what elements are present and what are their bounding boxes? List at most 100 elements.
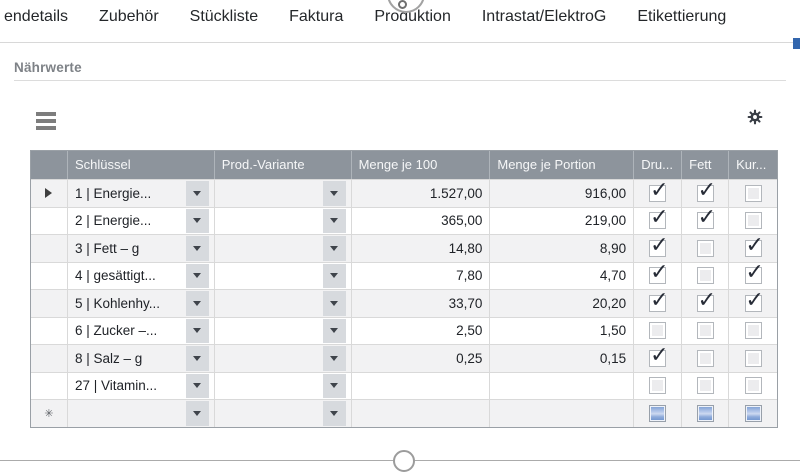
- dru-checkbox[interactable]: [649, 208, 669, 230]
- kur-checkbox[interactable]: [744, 184, 762, 202]
- dropdown-button[interactable]: [322, 208, 346, 233]
- col-header-prod-variante[interactable]: Prod.-Variante: [215, 151, 352, 179]
- row-selector[interactable]: ✳: [31, 400, 68, 427]
- kur-cell[interactable]: [729, 345, 777, 372]
- menge-portion-cell[interactable]: 4,70: [490, 262, 635, 289]
- kur-checkbox[interactable]: [744, 404, 762, 422]
- kur-checkbox[interactable]: [744, 322, 762, 340]
- gear-icon[interactable]: [746, 108, 764, 126]
- kur-cell[interactable]: [729, 400, 777, 427]
- fett-checkbox[interactable]: [696, 290, 716, 313]
- table-row[interactable]: 1 | Energie... 1.527,00 916,00: [31, 179, 777, 207]
- fett-checkbox[interactable]: [696, 239, 714, 257]
- dropdown-button[interactable]: [322, 291, 346, 316]
- menu-icon[interactable]: [36, 112, 56, 133]
- kur-cell[interactable]: [729, 235, 777, 262]
- menge-portion-cell[interactable]: [490, 372, 635, 399]
- dru-cell[interactable]: [634, 207, 683, 234]
- row-selector[interactable]: [31, 317, 68, 344]
- menge-portion-cell[interactable]: 1,50: [490, 317, 635, 344]
- kur-checkbox[interactable]: [744, 290, 764, 313]
- dropdown-button[interactable]: [185, 236, 209, 261]
- kur-checkbox[interactable]: [744, 263, 764, 285]
- kur-checkbox[interactable]: [744, 349, 762, 367]
- menge-100-cell[interactable]: [352, 372, 491, 399]
- col-header-kur[interactable]: Kur...: [736, 157, 767, 172]
- fett-cell[interactable]: [682, 372, 730, 399]
- row-selector[interactable]: [31, 207, 68, 234]
- row-selector[interactable]: [31, 345, 68, 372]
- fett-cell[interactable]: [682, 180, 730, 207]
- fett-checkbox[interactable]: [696, 208, 716, 230]
- schluessel-cell[interactable]: [68, 400, 215, 427]
- row-selector[interactable]: [31, 290, 68, 317]
- kur-checkbox[interactable]: [744, 377, 762, 395]
- tab-faktura[interactable]: Faktura: [289, 8, 344, 25]
- table-row[interactable]: 3 | Fett – g 14,80 8,90: [31, 234, 777, 262]
- schluessel-cell[interactable]: 27 | Vitamin...: [68, 372, 215, 399]
- menge-100-cell[interactable]: 365,00: [352, 207, 491, 234]
- col-header-schluessel[interactable]: Schlüssel: [68, 151, 215, 179]
- fett-cell[interactable]: [682, 400, 730, 427]
- schluessel-cell[interactable]: 3 | Fett – g: [68, 235, 215, 262]
- splitter-handle[interactable]: [393, 450, 415, 472]
- dropdown-button[interactable]: [322, 263, 346, 288]
- prod-variante-cell[interactable]: [215, 235, 352, 262]
- dropdown-button[interactable]: [322, 236, 346, 261]
- fett-cell[interactable]: [682, 207, 730, 234]
- fett-checkbox[interactable]: [696, 349, 714, 367]
- dru-checkbox[interactable]: [649, 290, 669, 313]
- dru-checkbox[interactable]: [649, 404, 667, 422]
- kur-cell[interactable]: [729, 318, 777, 345]
- menge-portion-cell[interactable]: 20,20: [490, 290, 635, 317]
- prod-variante-cell[interactable]: [215, 207, 352, 234]
- menge-100-cell[interactable]: 1.527,00: [352, 180, 491, 207]
- dru-cell[interactable]: [634, 372, 683, 399]
- row-selector[interactable]: [31, 262, 68, 289]
- dru-checkbox[interactable]: [649, 263, 669, 285]
- dropdown-button[interactable]: [322, 373, 346, 398]
- schluessel-cell[interactable]: 6 | Zucker –...: [68, 317, 215, 344]
- fett-checkbox[interactable]: [696, 180, 716, 203]
- row-selector[interactable]: [31, 180, 68, 207]
- fett-cell[interactable]: [682, 317, 730, 344]
- table-row[interactable]: 27 | Vitamin...: [31, 371, 777, 400]
- dropdown-button[interactable]: [185, 318, 209, 343]
- dru-cell[interactable]: [634, 290, 683, 317]
- dropdown-button[interactable]: [185, 181, 209, 206]
- schluessel-cell[interactable]: 5 | Kohlenhy...: [68, 290, 215, 317]
- dru-checkbox[interactable]: [649, 180, 669, 203]
- dropdown-button[interactable]: [185, 401, 209, 426]
- dru-cell[interactable]: [634, 180, 683, 207]
- dru-checkbox[interactable]: [649, 377, 667, 395]
- kur-checkbox[interactable]: [744, 212, 762, 230]
- dropdown-button[interactable]: [322, 346, 346, 371]
- prod-variante-cell[interactable]: [215, 317, 352, 344]
- prod-variante-cell[interactable]: [215, 262, 352, 289]
- prod-variante-cell[interactable]: [215, 372, 352, 399]
- dropdown-button[interactable]: [185, 263, 209, 288]
- menge-100-cell[interactable]: 14,80: [352, 235, 491, 262]
- menge-portion-cell[interactable]: 0,15: [490, 345, 635, 372]
- table-row[interactable]: 8 | Salz – g 0,25 0,15: [31, 344, 777, 372]
- fett-cell[interactable]: [682, 345, 730, 372]
- prod-variante-cell[interactable]: [215, 345, 352, 372]
- tab-produktion[interactable]: Produktion: [374, 8, 451, 25]
- kur-cell[interactable]: [729, 373, 777, 400]
- dru-cell[interactable]: [634, 345, 683, 372]
- prod-variante-cell[interactable]: [215, 180, 352, 207]
- table-row-new[interactable]: ✳: [31, 399, 777, 427]
- kur-cell[interactable]: [729, 263, 777, 290]
- dropdown-button[interactable]: [185, 373, 209, 398]
- tab-intrastat-elektrog[interactable]: Intrastat/ElektroG: [481, 8, 607, 25]
- col-header-menge-je-100[interactable]: Menge je 100: [352, 151, 491, 179]
- col-header-fett[interactable]: Fett: [682, 151, 730, 179]
- fett-checkbox[interactable]: [696, 404, 714, 422]
- menge-100-cell[interactable]: 33,70: [352, 290, 491, 317]
- prod-variante-cell[interactable]: [215, 400, 352, 427]
- tab-endetails[interactable]: endetails: [4, 8, 69, 25]
- menge-100-cell[interactable]: 7,80: [352, 262, 491, 289]
- table-row[interactable]: 6 | Zucker –... 2,50 1,50: [31, 316, 777, 345]
- dru-cell[interactable]: [634, 317, 683, 344]
- fett-cell[interactable]: [682, 235, 730, 262]
